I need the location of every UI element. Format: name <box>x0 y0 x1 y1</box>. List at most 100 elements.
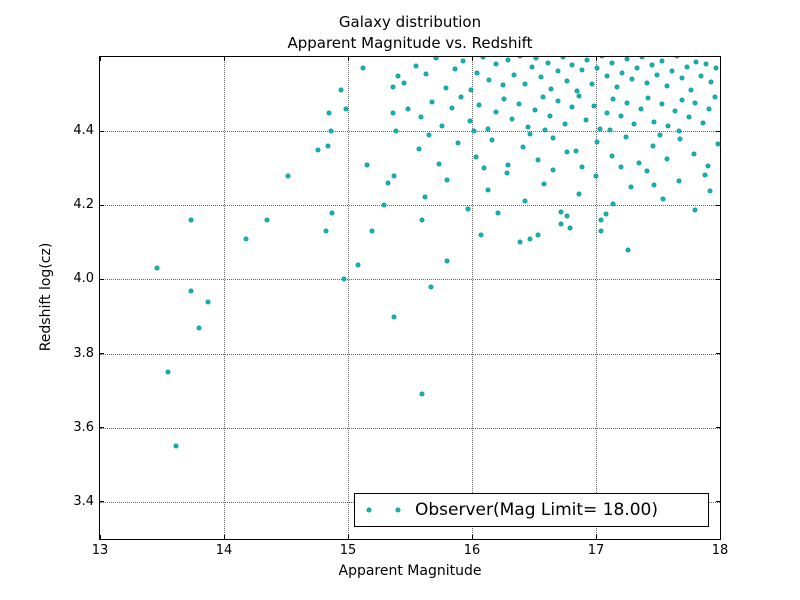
scatter-point <box>419 217 425 223</box>
scatter-point <box>423 71 429 77</box>
y-tick-mark <box>716 204 720 206</box>
scatter-point <box>604 110 610 116</box>
scatter-point <box>591 103 597 109</box>
scatter-point <box>569 104 575 110</box>
scatter-point <box>535 232 541 238</box>
scatter-point <box>603 211 609 217</box>
scatter-point <box>598 228 604 234</box>
scatter-point <box>165 369 171 375</box>
scatter-point <box>564 149 570 155</box>
scatter-point <box>609 153 615 159</box>
y-tick-label: 4.4 <box>73 123 94 139</box>
scatter-point <box>625 247 631 253</box>
scatter-point <box>567 225 573 231</box>
scatter-point <box>525 124 531 130</box>
y-tick-mark <box>716 427 720 429</box>
y-tick-mark <box>716 278 720 280</box>
scatter-point <box>433 57 439 61</box>
gridline-vertical <box>472 57 473 539</box>
scatter-point <box>597 126 603 132</box>
scatter-point <box>564 78 570 84</box>
scatter-point <box>538 74 544 80</box>
scatter-point <box>369 228 375 234</box>
x-tick-label: 16 <box>463 543 481 558</box>
scatter-point <box>390 84 396 90</box>
scatter-point <box>505 57 511 63</box>
chart-title-line2: Apparent Magnitude vs. Redshift <box>287 34 533 52</box>
x-tick-label: 14 <box>215 543 233 558</box>
scatter-point <box>535 157 541 163</box>
legend-marker-icon <box>366 507 372 513</box>
scatter-point <box>644 80 650 86</box>
scatter-point <box>471 128 477 134</box>
scatter-point <box>651 182 657 188</box>
gridline-vertical <box>224 57 225 539</box>
x-tick-mark <box>471 57 473 61</box>
scatter-point <box>527 131 533 137</box>
scatter-point <box>385 180 391 186</box>
scatter-point <box>555 98 561 104</box>
scatter-point <box>550 135 556 141</box>
scatter-point <box>558 209 564 215</box>
scatter-point <box>645 95 651 101</box>
scatter-point <box>532 107 538 113</box>
scatter-point <box>629 76 635 82</box>
scatter-point <box>401 80 407 86</box>
x-tick-mark <box>719 535 720 539</box>
scatter-point <box>541 181 547 187</box>
scatter-point <box>452 66 458 72</box>
scatter-point <box>196 325 202 331</box>
x-tick-mark <box>100 535 101 539</box>
scatter-point <box>460 58 466 64</box>
scatter-point <box>693 59 699 65</box>
scatter-point <box>426 132 432 138</box>
scatter-point <box>607 127 613 133</box>
scatter-point <box>598 217 604 223</box>
scatter-point <box>688 87 694 93</box>
scatter-point <box>493 61 499 67</box>
scatter-point <box>624 100 630 106</box>
scatter-point <box>413 63 419 69</box>
scatter-point <box>328 128 334 134</box>
scatter-point <box>579 164 585 170</box>
x-tick-mark <box>471 535 473 539</box>
scatter-point <box>455 140 461 146</box>
scatter-point <box>540 94 546 100</box>
scatter-point <box>188 288 194 294</box>
scatter-point <box>405 106 411 112</box>
scatter-point <box>708 79 714 85</box>
scatter-point <box>636 160 642 166</box>
y-tick-label: 4.2 <box>73 197 94 213</box>
scatter-point <box>594 65 600 71</box>
scatter-point <box>703 61 709 67</box>
y-tick-mark <box>100 278 104 280</box>
scatter-point <box>560 57 566 60</box>
scatter-point <box>443 85 449 91</box>
scatter-point <box>501 96 507 102</box>
scatter-point <box>243 236 249 242</box>
x-tick-mark <box>595 57 597 61</box>
scatter-point <box>458 94 464 100</box>
scatter-point <box>574 88 580 94</box>
y-tick-label: 3.6 <box>73 419 94 435</box>
scatter-point <box>485 187 491 193</box>
scatter-point <box>489 137 495 143</box>
scatter-point <box>391 173 397 179</box>
scatter-point <box>422 194 428 200</box>
x-tick-mark <box>100 57 101 61</box>
scatter-point <box>439 123 445 129</box>
scatter-point <box>419 391 425 397</box>
scatter-point <box>618 113 624 119</box>
x-tick-label: 13 <box>91 543 109 558</box>
scatter-point <box>468 87 474 93</box>
scatter-point <box>660 196 666 202</box>
scatter-point <box>614 84 620 90</box>
scatter-point <box>338 87 344 93</box>
scatter-point <box>644 168 650 174</box>
scatter-point <box>628 184 634 190</box>
scatter-point <box>589 81 595 87</box>
scatter-point <box>569 62 575 68</box>
scatter-point <box>511 72 517 78</box>
scatter-point <box>686 114 692 120</box>
